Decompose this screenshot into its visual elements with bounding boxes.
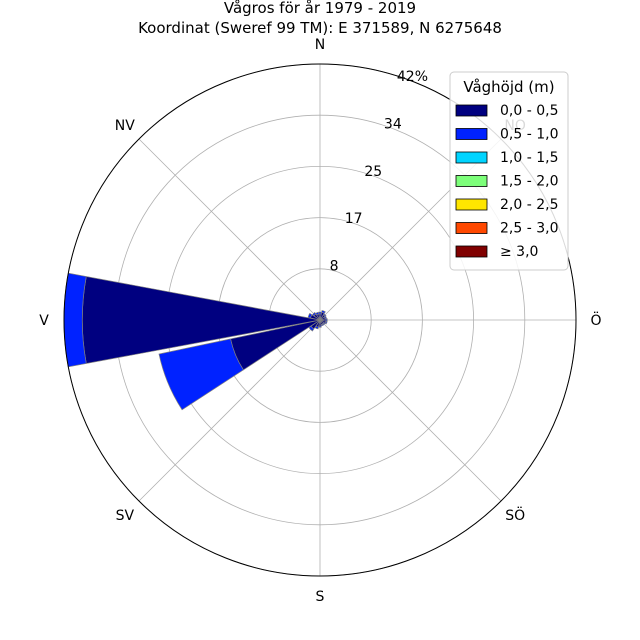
rose-bar-90-bin-2 — [325, 318, 328, 322]
legend-swatch — [455, 175, 488, 187]
legend-label: 1,0 - 1,5 — [500, 150, 558, 166]
legend-swatch — [455, 128, 488, 140]
legend: Våghöjd (m) 0,0 - 0,5 0,5 - 1,0 1,0 - 1,5 1… — [449, 71, 569, 271]
legend-swatch — [455, 198, 488, 211]
legend-label: 2,5 - 3,0 — [500, 221, 558, 237]
rose-bar-292.5-bin-2 — [307, 312, 313, 319]
legend-entries: 0,0 - 0,5 0,5 - 1,0 1,0 - 1,5 1,5 - 2,0 2,0 … — [455, 103, 558, 260]
polar-outline — [63, 63, 577, 577]
grid-spoke-sv — [138, 319, 321, 502]
legend-label: ≥ 3,0 — [500, 244, 538, 260]
radial-tick-label: 34 — [384, 116, 402, 132]
chart-subtitle: Koordinat (Sweref 99 TM): E 371589, N 62… — [138, 19, 502, 37]
direction-label-sv: SV — [116, 508, 135, 524]
legend-frame — [449, 71, 569, 271]
radial-tick-label: 17 — [345, 211, 363, 227]
legend-title: Våghöjd (m) — [463, 78, 554, 96]
legend-swatch — [455, 245, 488, 258]
direction-label-sö: SÖ — [505, 506, 525, 524]
direction-label-v: V — [39, 313, 49, 329]
radial-tick-label: 8 — [330, 258, 339, 274]
legend-swatch — [455, 104, 488, 117]
rose-bar-22.5-bin-2 — [321, 310, 326, 314]
legend-swatch — [455, 222, 488, 234]
rose-bar-247.5-bin-2 — [158, 338, 244, 411]
legend-label: 1,5 - 2,0 — [500, 174, 558, 190]
direction-label-ö: Ö — [590, 311, 601, 329]
legend-label: 0,5 - 1,0 — [500, 127, 558, 143]
legend-label: 0,0 - 0,5 — [500, 103, 558, 119]
rose-bar-180-bin-2 — [318, 325, 322, 328]
grid-spoke-nv — [138, 138, 321, 321]
direction-label-nv: NV — [115, 118, 135, 134]
legend-swatch — [455, 151, 488, 164]
radial-tick-label: 42% — [397, 69, 428, 85]
radial-tick-labels: 8 17 25 34 42% — [330, 69, 428, 274]
direction-label-n: N — [315, 37, 325, 53]
chart-title: Vågros för år 1979 - 2019 — [224, 0, 416, 17]
rose-bars — [63, 272, 328, 411]
grid-spoke-sö — [319, 319, 502, 502]
direction-label-s: S — [316, 589, 325, 605]
rose-bar-337.5-bin-2 — [315, 311, 320, 316]
legend-label: 2,0 - 2,5 — [500, 197, 558, 213]
radial-tick-label: 25 — [364, 164, 382, 180]
